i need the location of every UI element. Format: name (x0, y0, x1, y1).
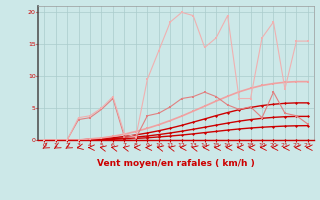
X-axis label: Vent moyen/en rafales ( km/h ): Vent moyen/en rafales ( km/h ) (97, 159, 255, 168)
